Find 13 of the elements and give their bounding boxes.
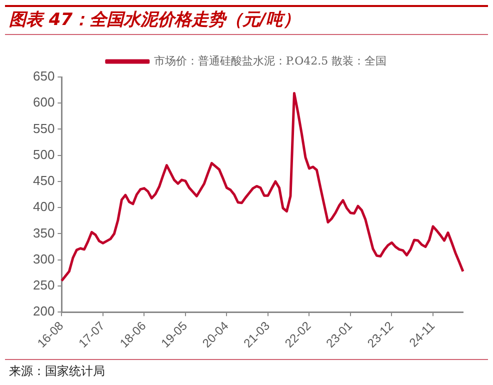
y-tick-label: 650 (32, 68, 55, 84)
y-tick-label: 250 (32, 278, 55, 293)
y-tick-label: 300 (32, 251, 55, 266)
y-tick-label: 200 (32, 304, 55, 319)
source-note: 来源：国家统计局 (5, 359, 488, 380)
legend-label: 市场价：普通硅酸盐水泥：P.O42.5 散装：全国 (154, 54, 387, 68)
y-tick-label: 450 (32, 173, 55, 188)
chart-title: 图表 47：全国水泥价格走势（元/吨） (5, 5, 488, 35)
y-tick-label: 400 (32, 199, 55, 214)
y-tick-label: 500 (32, 146, 55, 162)
y-tick-label: 350 (32, 225, 55, 240)
y-tick-label: 550 (32, 120, 55, 136)
y-tick-label: 600 (32, 94, 55, 110)
